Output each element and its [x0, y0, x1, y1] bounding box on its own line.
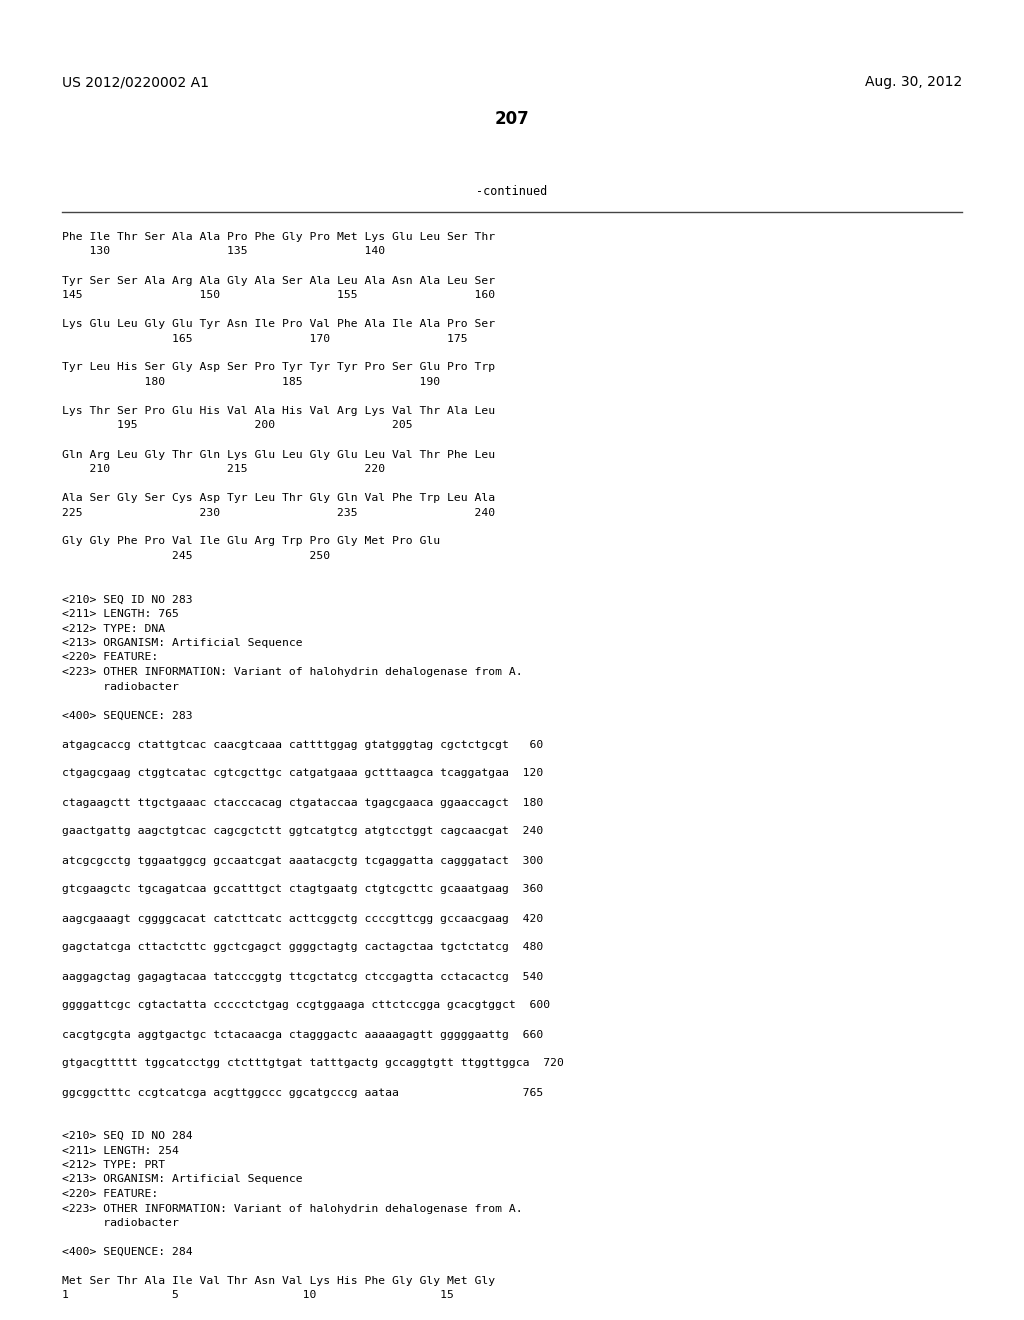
Text: Ala Ser Gly Ser Cys Asp Tyr Leu Thr Gly Gln Val Phe Trp Leu Ala: Ala Ser Gly Ser Cys Asp Tyr Leu Thr Gly … [62, 492, 496, 503]
Text: <223> OTHER INFORMATION: Variant of halohydrin dehalogenase from A.: <223> OTHER INFORMATION: Variant of halo… [62, 667, 522, 677]
Text: <211> LENGTH: 765: <211> LENGTH: 765 [62, 609, 179, 619]
Text: 165                 170                 175: 165 170 175 [62, 334, 468, 343]
Text: <220> FEATURE:: <220> FEATURE: [62, 652, 159, 663]
Text: <212> TYPE: PRT: <212> TYPE: PRT [62, 1160, 165, 1170]
Text: <400> SEQUENCE: 284: <400> SEQUENCE: 284 [62, 1247, 193, 1257]
Text: Gln Arg Leu Gly Thr Gln Lys Glu Leu Gly Glu Leu Val Thr Phe Leu: Gln Arg Leu Gly Thr Gln Lys Glu Leu Gly … [62, 450, 496, 459]
Text: -continued: -continued [476, 185, 548, 198]
Text: 145                 150                 155                 160: 145 150 155 160 [62, 290, 496, 300]
Text: 1               5                  10                  15: 1 5 10 15 [62, 1291, 454, 1300]
Text: atgagcaccg ctattgtcac caacgtcaaa cattttggag gtatgggtag cgctctgcgt   60: atgagcaccg ctattgtcac caacgtcaaa cattttg… [62, 739, 544, 750]
Text: ctgagcgaag ctggtcatac cgtcgcttgc catgatgaaa gctttaagca tcaggatgaa  120: ctgagcgaag ctggtcatac cgtcgcttgc catgatg… [62, 768, 544, 779]
Text: Gly Gly Phe Pro Val Ile Glu Arg Trp Pro Gly Met Pro Glu: Gly Gly Phe Pro Val Ile Glu Arg Trp Pro … [62, 536, 440, 546]
Text: <210> SEQ ID NO 283: <210> SEQ ID NO 283 [62, 594, 193, 605]
Text: <211> LENGTH: 254: <211> LENGTH: 254 [62, 1146, 179, 1155]
Text: gtcgaagctc tgcagatcaa gccatttgct ctagtgaatg ctgtcgcttc gcaaatgaag  360: gtcgaagctc tgcagatcaa gccatttgct ctagtga… [62, 884, 544, 895]
Text: Tyr Leu His Ser Gly Asp Ser Pro Tyr Tyr Tyr Pro Ser Glu Pro Trp: Tyr Leu His Ser Gly Asp Ser Pro Tyr Tyr … [62, 363, 496, 372]
Text: Lys Thr Ser Pro Glu His Val Ala His Val Arg Lys Val Thr Ala Leu: Lys Thr Ser Pro Glu His Val Ala His Val … [62, 407, 496, 416]
Text: ggcggctttc ccgtcatcga acgttggccc ggcatgcccg aataa                  765: ggcggctttc ccgtcatcga acgttggccc ggcatgc… [62, 1088, 544, 1097]
Text: <213> ORGANISM: Artificial Sequence: <213> ORGANISM: Artificial Sequence [62, 1175, 303, 1184]
Text: 210                 215                 220: 210 215 220 [62, 465, 385, 474]
Text: gtgacgttttt tggcatcctgg ctctttgtgat tatttgactg gccaggtgtt ttggttggca  720: gtgacgttttt tggcatcctgg ctctttgtgat tatt… [62, 1059, 564, 1068]
Text: Lys Glu Leu Gly Glu Tyr Asn Ile Pro Val Phe Ala Ile Ala Pro Ser: Lys Glu Leu Gly Glu Tyr Asn Ile Pro Val … [62, 319, 496, 329]
Text: cacgtgcgta aggtgactgc tctacaacga ctagggactc aaaaagagtt gggggaattg  660: cacgtgcgta aggtgactgc tctacaacga ctaggga… [62, 1030, 544, 1040]
Text: 195                 200                 205: 195 200 205 [62, 421, 413, 430]
Text: aagcgaaagt cggggcacat catcttcatc acttcggctg ccccgttcgg gccaacgaag  420: aagcgaaagt cggggcacat catcttcatc acttcgg… [62, 913, 544, 924]
Text: ctagaagctt ttgctgaaac ctacccacag ctgataccaa tgagcgaaca ggaaccagct  180: ctagaagctt ttgctgaaac ctacccacag ctgatac… [62, 797, 544, 808]
Text: radiobacter: radiobacter [62, 681, 179, 692]
Text: radiobacter: radiobacter [62, 1218, 179, 1228]
Text: 130                 135                 140: 130 135 140 [62, 247, 385, 256]
Text: aaggagctag gagagtacaa tatcccggtg ttcgctatcg ctccgagtta cctacactcg  540: aaggagctag gagagtacaa tatcccggtg ttcgcta… [62, 972, 544, 982]
Text: Tyr Ser Ser Ala Arg Ala Gly Ala Ser Ala Leu Ala Asn Ala Leu Ser: Tyr Ser Ser Ala Arg Ala Gly Ala Ser Ala … [62, 276, 496, 285]
Text: gagctatcga cttactcttc ggctcgagct ggggctagtg cactagctaa tgctctatcg  480: gagctatcga cttactcttc ggctcgagct ggggcta… [62, 942, 544, 953]
Text: gaactgattg aagctgtcac cagcgctctt ggtcatgtcg atgtcctggt cagcaacgat  240: gaactgattg aagctgtcac cagcgctctt ggtcatg… [62, 826, 544, 837]
Text: Aug. 30, 2012: Aug. 30, 2012 [864, 75, 962, 88]
Text: 207: 207 [495, 110, 529, 128]
Text: <212> TYPE: DNA: <212> TYPE: DNA [62, 623, 165, 634]
Text: <400> SEQUENCE: 283: <400> SEQUENCE: 283 [62, 710, 193, 721]
Text: Phe Ile Thr Ser Ala Ala Pro Phe Gly Pro Met Lys Glu Leu Ser Thr: Phe Ile Thr Ser Ala Ala Pro Phe Gly Pro … [62, 232, 496, 242]
Text: atcgcgcctg tggaatggcg gccaatcgat aaatacgctg tcgaggatta cagggatact  300: atcgcgcctg tggaatggcg gccaatcgat aaatacg… [62, 855, 544, 866]
Text: US 2012/0220002 A1: US 2012/0220002 A1 [62, 75, 209, 88]
Text: Met Ser Thr Ala Ile Val Thr Asn Val Lys His Phe Gly Gly Met Gly: Met Ser Thr Ala Ile Val Thr Asn Val Lys … [62, 1276, 496, 1286]
Text: 180                 185                 190: 180 185 190 [62, 378, 440, 387]
Text: 225                 230                 235                 240: 225 230 235 240 [62, 507, 496, 517]
Text: <213> ORGANISM: Artificial Sequence: <213> ORGANISM: Artificial Sequence [62, 638, 303, 648]
Text: <210> SEQ ID NO 284: <210> SEQ ID NO 284 [62, 1131, 193, 1140]
Text: <223> OTHER INFORMATION: Variant of halohydrin dehalogenase from A.: <223> OTHER INFORMATION: Variant of halo… [62, 1204, 522, 1213]
Text: <220> FEATURE:: <220> FEATURE: [62, 1189, 159, 1199]
Text: ggggattcgc cgtactatta ccccctctgag ccgtggaaga cttctccgga gcacgtggct  600: ggggattcgc cgtactatta ccccctctgag ccgtgg… [62, 1001, 550, 1011]
Text: 245                 250: 245 250 [62, 550, 330, 561]
